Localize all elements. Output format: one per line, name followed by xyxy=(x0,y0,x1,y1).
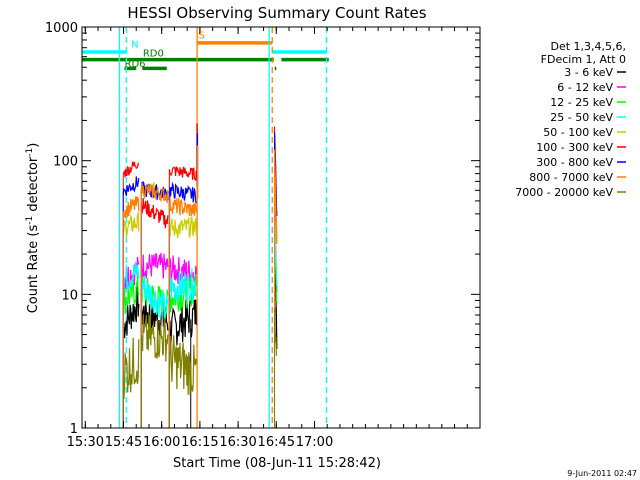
legend-entry: 12 - 25 keV xyxy=(550,96,613,109)
legend-entry: 7000 - 20000 keV xyxy=(515,186,613,199)
chart-title: HESSI Observing Summary Count Rates xyxy=(127,4,426,22)
series-line xyxy=(168,196,197,217)
legend: Det 1,3,4,5,6,FDecim 1, Att 03 - 6 keV 6 … xyxy=(515,40,626,199)
series-line xyxy=(122,196,140,219)
y-axis-label-sup1: -1 xyxy=(25,216,35,225)
y-axis-label-mid: detector xyxy=(26,156,41,216)
legend-entry: 50 - 100 keV xyxy=(543,126,613,139)
y-axis-label-end: ) xyxy=(26,143,41,148)
state-label-s: S xyxy=(198,31,204,42)
series-lines xyxy=(122,123,278,428)
x-tick-label: 17:00 xyxy=(296,435,333,450)
y-tick-label: 1 xyxy=(70,422,78,437)
series-line xyxy=(122,211,140,238)
x-axis-label: Start Time (08-Jun-11 15:28:42) xyxy=(173,456,381,471)
y-axis: 1 10 100 1000 xyxy=(45,21,480,437)
series-line xyxy=(122,176,140,196)
series-line xyxy=(168,299,191,346)
y-tick-label: 1000 xyxy=(45,21,78,36)
series-line xyxy=(273,307,278,357)
series-line xyxy=(168,216,197,240)
series-line xyxy=(140,314,169,362)
series-line xyxy=(140,197,169,229)
x-tick-label: 16:15 xyxy=(181,435,218,450)
series-line xyxy=(140,275,169,319)
series-line xyxy=(168,274,197,313)
x-axis: 15:30 15:45 16:00 16:15 16:30 16:45 17:00 xyxy=(67,27,481,450)
series-line xyxy=(122,337,140,399)
x-tick-label: 15:45 xyxy=(105,435,142,450)
state-label-rd6: RD6 xyxy=(125,59,146,70)
footer-timestamp: 9-Jun-2011 02:47 xyxy=(567,469,637,478)
y-axis-label-sup2: -1 xyxy=(25,148,35,157)
legend-entry: 100 - 300 keV xyxy=(536,141,613,154)
series-line xyxy=(168,268,197,303)
y-tick-label: 10 xyxy=(61,288,78,303)
series-line xyxy=(140,182,169,204)
legend-entry: 300 - 800 keV xyxy=(536,156,613,169)
y-tick-label: 100 xyxy=(53,155,78,170)
legend-header: Det 1,3,4,5,6, xyxy=(550,40,626,53)
x-tick-label: 16:00 xyxy=(143,435,180,450)
series-line xyxy=(190,299,197,338)
legend-entry: 6 - 12 keV xyxy=(557,81,613,94)
vertical-markers xyxy=(118,27,328,428)
y-axis-label: Count Rate (s-1 detector-1) xyxy=(25,143,41,314)
state-label-n: N xyxy=(131,40,138,51)
x-tick-label: 16:30 xyxy=(219,435,256,450)
series-line xyxy=(140,252,169,279)
state-label-rd0: RD0 xyxy=(143,49,164,60)
series-line xyxy=(122,161,140,178)
series-line xyxy=(168,181,197,204)
x-tick-label: 16:45 xyxy=(258,435,295,450)
series-line xyxy=(168,335,197,395)
y-axis-label-main: Count Rate (s xyxy=(26,225,41,314)
series-line xyxy=(122,286,140,339)
legend-entry: 3 - 6 keV xyxy=(564,66,613,79)
series-line xyxy=(168,166,197,181)
legend-entry: 800 - 7000 keV xyxy=(529,171,613,184)
legend-entry: 25 - 50 keV xyxy=(550,111,613,124)
x-tick-label: 15:30 xyxy=(67,435,104,450)
plot-frame xyxy=(81,26,481,429)
series-line xyxy=(122,261,140,293)
legend-header: FDecim 1, Att 0 xyxy=(541,53,626,66)
